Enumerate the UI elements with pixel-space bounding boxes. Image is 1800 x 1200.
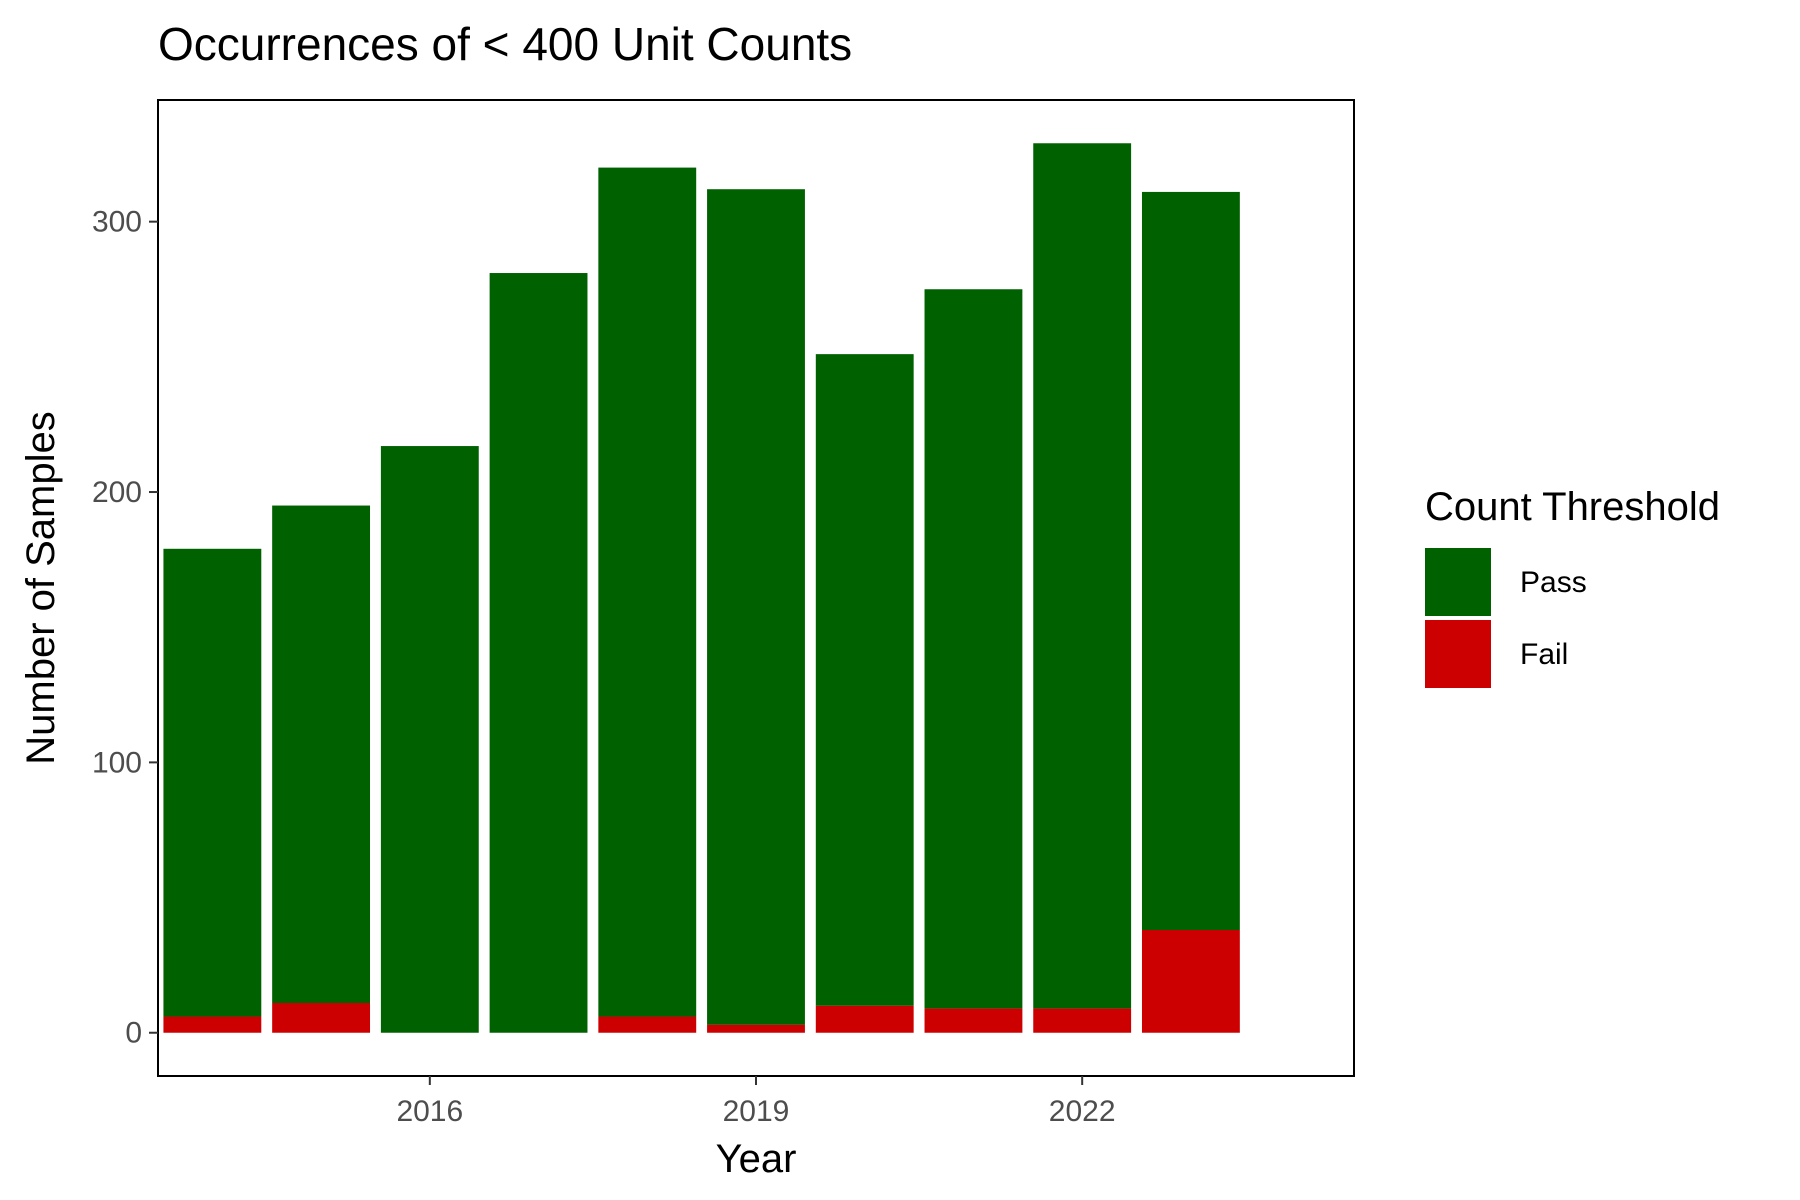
- x-tick-label: 2022: [1049, 1095, 1116, 1128]
- y-tick-label: 0: [125, 1017, 142, 1050]
- legend-label-pass: Pass: [1520, 566, 1587, 599]
- legend-title: Count Threshold: [1425, 485, 1720, 529]
- bar-pass-2021: [924, 289, 1023, 1009]
- bar-fail-2022: [1033, 1008, 1132, 1033]
- bar-pass-2018: [598, 167, 697, 1017]
- bar-pass-2014: [163, 548, 262, 1017]
- legend: Count Threshold Pass Fail: [1425, 485, 1720, 688]
- bar-pass-2016: [380, 446, 479, 1033]
- x-tick-label: 2016: [396, 1095, 463, 1128]
- y-tick-label: 200: [92, 476, 142, 509]
- bar-fail-2014: [163, 1016, 262, 1033]
- bar-pass-2022: [1033, 143, 1132, 1009]
- y-axis: 0 100 200 300: [92, 206, 158, 1050]
- y-axis-title: Number of Samples: [19, 411, 63, 764]
- bar-fail-2019: [707, 1024, 805, 1033]
- y-tick-label: 100: [92, 746, 142, 779]
- legend-swatch-fail: [1425, 620, 1491, 688]
- bar-fail-2015: [272, 1003, 371, 1033]
- y-tick-label: 300: [92, 206, 142, 239]
- bar-fail-2018: [598, 1016, 697, 1033]
- x-axis: 2016 2019 2022: [396, 1076, 1116, 1128]
- chart-title: Occurrences of < 400 Unit Counts: [158, 18, 852, 70]
- legend-label-fail: Fail: [1520, 638, 1568, 671]
- bars-layer: [163, 143, 1240, 1033]
- x-axis-title: Year: [716, 1137, 797, 1181]
- bar-fail-2020: [815, 1005, 914, 1033]
- bar-fail-2023: [1141, 930, 1240, 1033]
- bar-pass-2017: [489, 273, 588, 1033]
- bar-pass-2015: [272, 505, 371, 1004]
- x-tick-label: 2019: [723, 1095, 790, 1128]
- bar-fail-2021: [924, 1008, 1023, 1033]
- legend-swatch-pass: [1425, 548, 1491, 616]
- bar-pass-2019: [707, 189, 805, 1025]
- bar-pass-2023: [1141, 191, 1240, 931]
- bar-pass-2020: [815, 354, 914, 1006]
